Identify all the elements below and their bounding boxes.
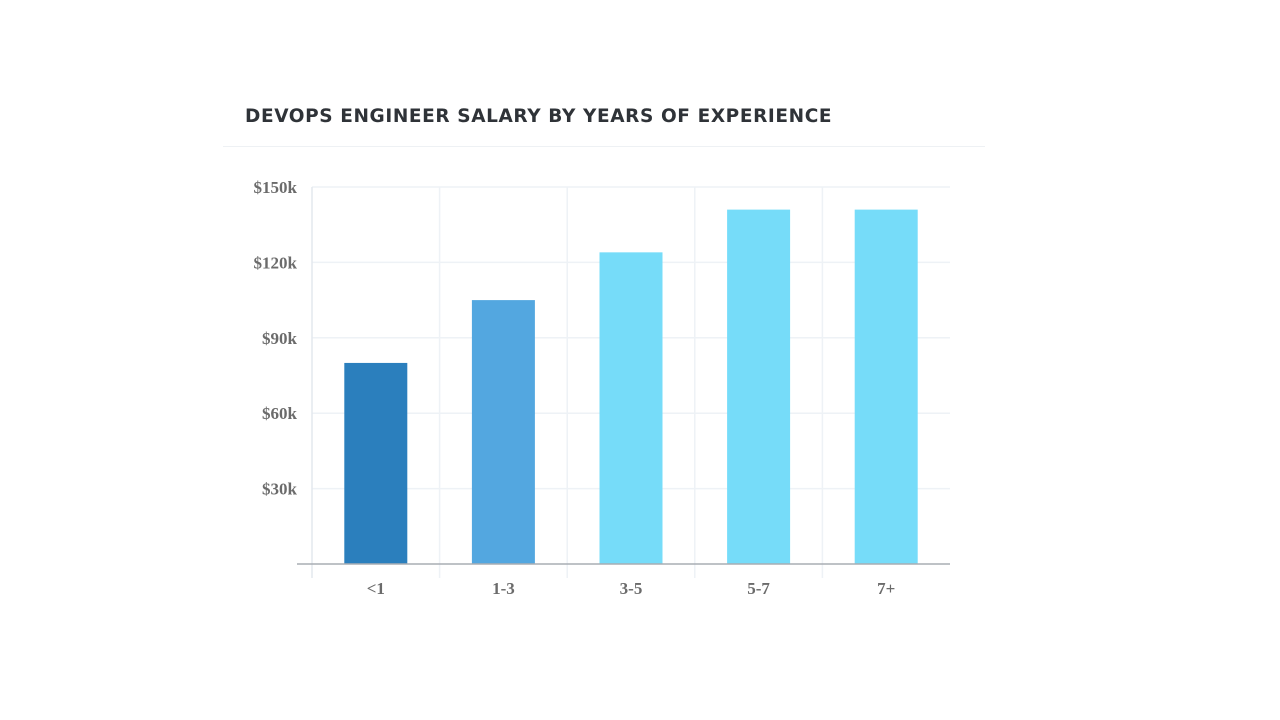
x-tick-label: 1-3: [492, 579, 515, 598]
x-tick-label: 7+: [877, 579, 895, 598]
chart-title: DEVOPS ENGINEER SALARY BY YEARS OF EXPER…: [245, 106, 833, 127]
y-tick-label: $90k: [262, 329, 298, 348]
y-tick-label: $120k: [254, 253, 298, 272]
x-tick-label: <1: [367, 579, 385, 598]
bar-1-3: [471, 300, 535, 564]
bar-5-7: [727, 209, 791, 564]
x-tick-label: 5-7: [747, 579, 770, 598]
bar-3-5: [599, 252, 663, 564]
y-tick-label: $150k: [254, 178, 298, 197]
y-tick-label: $30k: [262, 480, 298, 499]
y-tick-label: $60k: [262, 404, 298, 423]
title-divider: [223, 146, 985, 147]
bar-<1: [344, 362, 408, 564]
bar-7+: [854, 209, 918, 564]
x-tick-label: 3-5: [620, 579, 643, 598]
